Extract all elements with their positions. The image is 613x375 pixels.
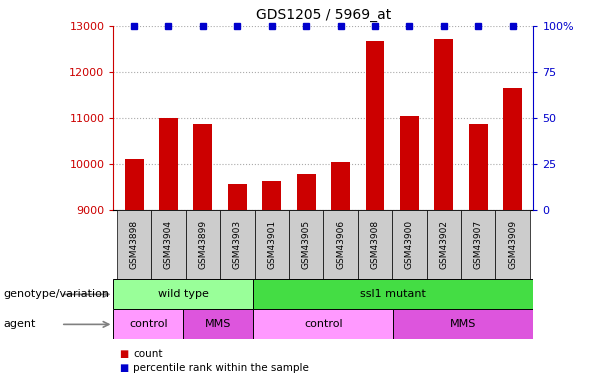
FancyBboxPatch shape (427, 210, 461, 279)
Text: GSM43902: GSM43902 (440, 220, 448, 269)
Text: GSM43900: GSM43900 (405, 220, 414, 269)
FancyBboxPatch shape (151, 210, 186, 279)
FancyBboxPatch shape (392, 210, 427, 279)
FancyBboxPatch shape (186, 210, 220, 279)
Text: GSM43909: GSM43909 (508, 220, 517, 269)
Text: GSM43898: GSM43898 (129, 220, 139, 269)
FancyBboxPatch shape (495, 210, 530, 279)
Bar (331, 162, 350, 210)
FancyBboxPatch shape (324, 210, 358, 279)
FancyBboxPatch shape (253, 309, 394, 339)
Text: GSM43908: GSM43908 (370, 220, 379, 269)
Text: agent: agent (3, 320, 36, 329)
Text: genotype/variation: genotype/variation (3, 290, 109, 299)
Bar (228, 184, 247, 210)
Text: wild type: wild type (158, 290, 209, 299)
Text: ssl1 mutant: ssl1 mutant (360, 290, 426, 299)
FancyBboxPatch shape (220, 210, 254, 279)
Text: MMS: MMS (205, 320, 232, 329)
Text: GSM43901: GSM43901 (267, 220, 276, 269)
Bar (435, 39, 453, 210)
Bar (159, 118, 178, 210)
FancyBboxPatch shape (461, 210, 495, 279)
Bar (469, 124, 488, 210)
FancyBboxPatch shape (113, 279, 253, 309)
FancyBboxPatch shape (183, 309, 253, 339)
Title: GDS1205 / 5969_at: GDS1205 / 5969_at (256, 9, 391, 22)
Text: GSM43907: GSM43907 (474, 220, 483, 269)
Text: GSM43903: GSM43903 (233, 220, 242, 269)
Bar (194, 124, 212, 210)
Text: control: control (304, 320, 343, 329)
Bar (400, 116, 419, 210)
FancyBboxPatch shape (394, 309, 533, 339)
Text: GSM43904: GSM43904 (164, 220, 173, 269)
Bar (297, 174, 316, 210)
FancyBboxPatch shape (289, 210, 324, 279)
FancyBboxPatch shape (117, 210, 151, 279)
Text: ■: ■ (120, 363, 129, 373)
Text: control: control (129, 320, 168, 329)
Text: GSM43905: GSM43905 (302, 220, 311, 269)
Text: GSM43899: GSM43899 (199, 220, 207, 269)
Text: MMS: MMS (450, 320, 476, 329)
Text: ■: ■ (120, 350, 129, 359)
FancyBboxPatch shape (113, 309, 183, 339)
FancyBboxPatch shape (358, 210, 392, 279)
Bar (503, 88, 522, 210)
Bar (365, 41, 384, 210)
Text: count: count (133, 350, 162, 359)
Bar (124, 159, 143, 210)
FancyBboxPatch shape (254, 210, 289, 279)
Text: percentile rank within the sample: percentile rank within the sample (133, 363, 309, 373)
FancyBboxPatch shape (253, 279, 533, 309)
Bar (262, 181, 281, 210)
Text: GSM43906: GSM43906 (336, 220, 345, 269)
